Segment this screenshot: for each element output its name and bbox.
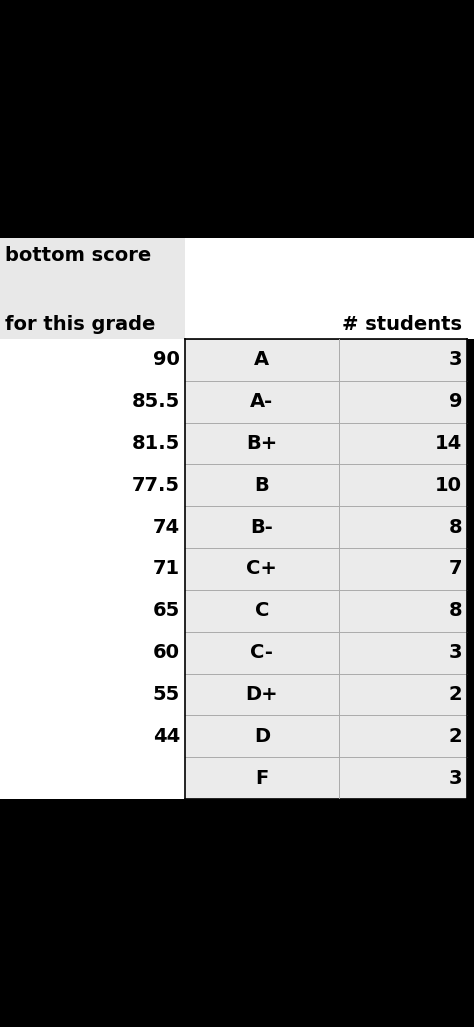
Text: 81.5: 81.5 [132,434,180,453]
Polygon shape [0,422,185,464]
Text: 65: 65 [153,601,180,620]
Text: A: A [255,350,269,370]
Text: C: C [255,601,269,620]
Polygon shape [0,548,185,589]
Text: 85.5: 85.5 [132,392,180,411]
Text: 3: 3 [449,768,462,788]
Text: 3: 3 [449,643,462,662]
Polygon shape [0,464,185,506]
Polygon shape [185,422,339,464]
Text: 55: 55 [153,685,180,703]
Text: 74: 74 [153,518,180,537]
Text: 3: 3 [449,350,462,370]
Text: B+: B+ [246,434,277,453]
Polygon shape [339,548,467,589]
Text: for this grade: for this grade [5,314,155,334]
Polygon shape [0,0,474,238]
Text: C+: C+ [246,560,277,578]
Polygon shape [0,799,474,1027]
Polygon shape [0,632,185,674]
Polygon shape [0,757,185,799]
Text: 2: 2 [448,685,462,703]
Polygon shape [0,716,185,757]
Polygon shape [339,422,467,464]
Polygon shape [339,632,467,674]
Polygon shape [339,339,467,381]
Text: B-: B- [251,518,273,537]
Text: D+: D+ [246,685,278,703]
Polygon shape [185,757,339,799]
Text: 14: 14 [435,434,462,453]
Text: 9: 9 [449,392,462,411]
Polygon shape [185,506,339,548]
Text: A-: A- [250,392,273,411]
Text: B: B [255,476,269,495]
Polygon shape [0,238,185,339]
Text: 60: 60 [153,643,180,662]
Text: 44: 44 [153,727,180,746]
Text: 10: 10 [435,476,462,495]
Polygon shape [339,381,467,422]
Polygon shape [0,339,185,381]
Polygon shape [339,757,467,799]
Text: bottom score: bottom score [5,246,151,266]
Polygon shape [185,339,339,381]
Polygon shape [339,464,467,506]
Polygon shape [339,716,467,757]
Polygon shape [185,238,474,339]
Text: 8: 8 [448,601,462,620]
Text: C-: C- [250,643,273,662]
Text: 77.5: 77.5 [132,476,180,495]
Polygon shape [185,464,339,506]
Polygon shape [185,548,339,589]
Polygon shape [339,506,467,548]
Polygon shape [0,506,185,548]
Polygon shape [0,674,185,716]
Polygon shape [185,716,339,757]
Text: 8: 8 [448,518,462,537]
Polygon shape [0,381,185,422]
Polygon shape [185,674,339,716]
Text: 7: 7 [449,560,462,578]
Polygon shape [185,589,339,632]
Polygon shape [339,674,467,716]
Polygon shape [339,589,467,632]
Text: D: D [254,727,270,746]
Text: # students: # students [342,314,462,334]
Polygon shape [0,589,185,632]
Polygon shape [185,381,339,422]
Text: 90: 90 [153,350,180,370]
Polygon shape [185,632,339,674]
Text: 2: 2 [448,727,462,746]
Text: 71: 71 [153,560,180,578]
Text: F: F [255,768,268,788]
